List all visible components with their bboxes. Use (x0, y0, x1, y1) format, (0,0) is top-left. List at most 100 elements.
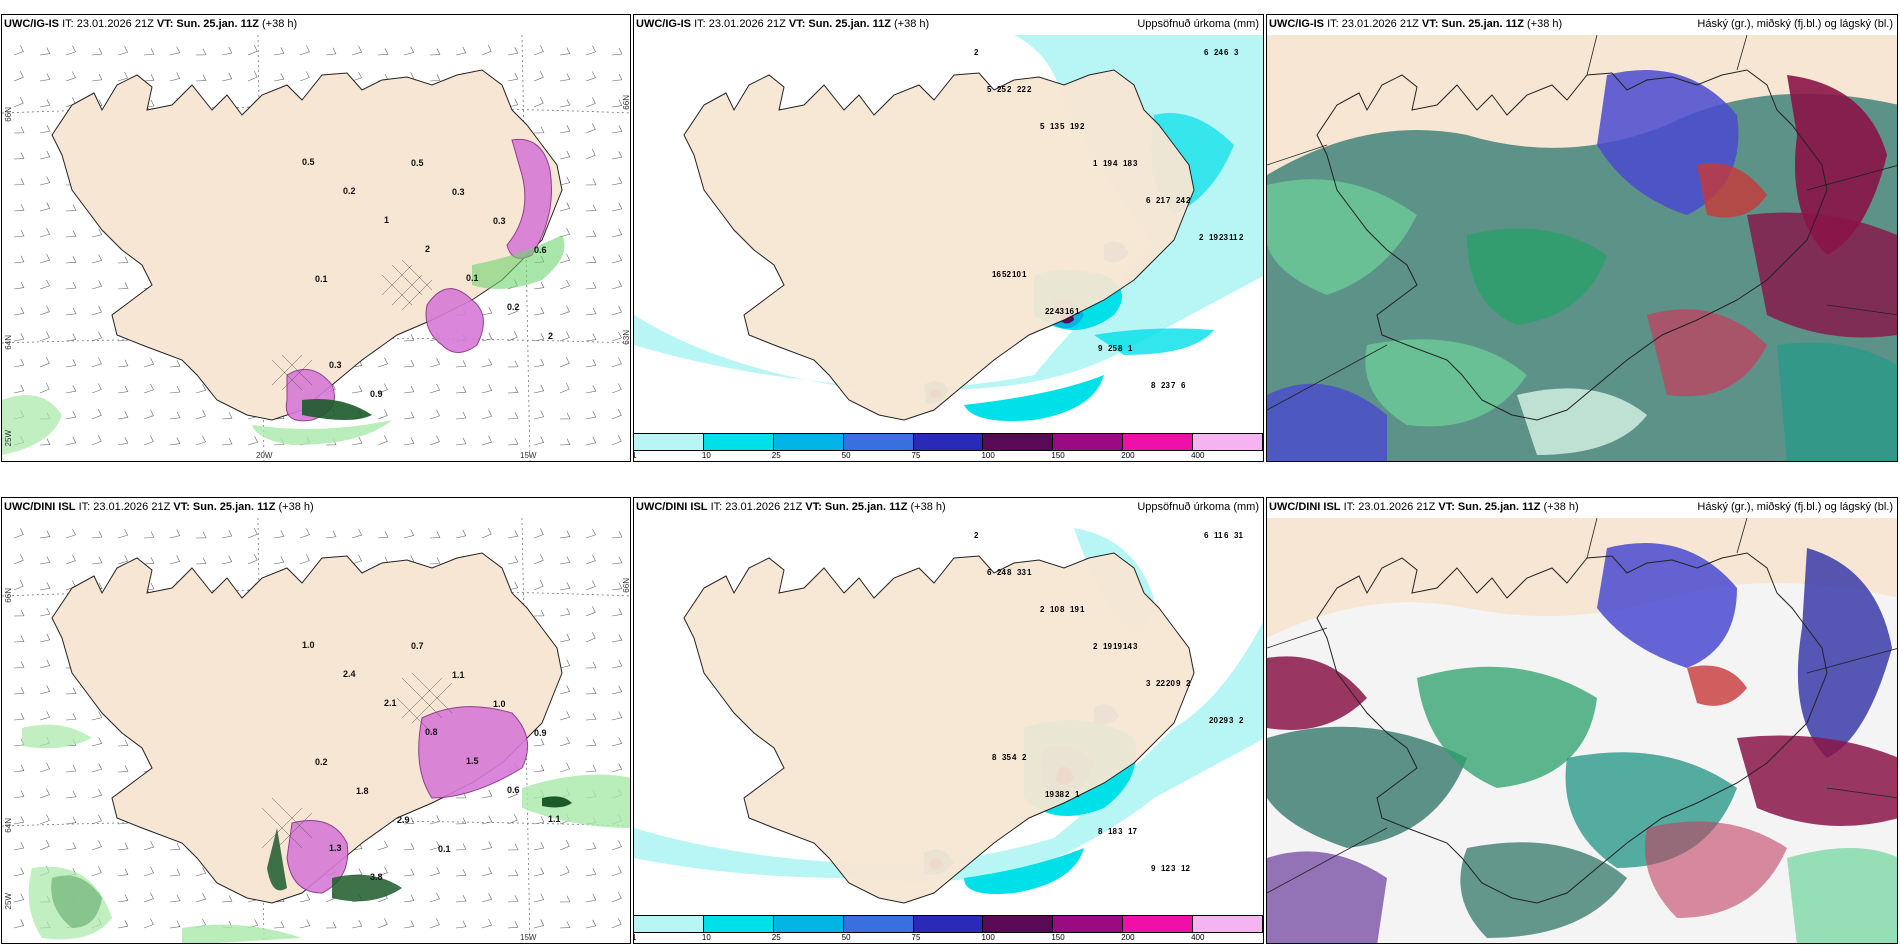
wind-barb (559, 895, 571, 903)
wind-barb (559, 438, 571, 446)
wind-barb (195, 435, 206, 446)
wind-barb (481, 384, 493, 394)
wind-barb (611, 99, 623, 108)
wind-barb (585, 739, 597, 747)
wind-barb (533, 528, 544, 539)
wind-barb (273, 47, 285, 56)
wind-barb (13, 841, 25, 851)
precip-label: 3 (1234, 48, 1239, 57)
wind-barb (169, 894, 181, 903)
panel-right-title: Háský (gr.), miðský (fj.bl.) og lágský (… (1697, 18, 1893, 30)
wind-barb (585, 45, 596, 56)
wind-barb (195, 74, 207, 82)
wind-label: 0.8 (425, 727, 438, 737)
colorbar-tick-label: 150 (1051, 451, 1065, 460)
wind-barb (507, 788, 518, 799)
wind-barb (403, 868, 415, 877)
wind-barb (221, 412, 233, 420)
wind-barb (39, 814, 50, 825)
colorbar-swatch (773, 434, 844, 450)
wind-barb (221, 555, 233, 565)
wind-barb (585, 71, 596, 82)
wind-barb (325, 530, 337, 539)
colorbar-tick-label: 200 (1121, 451, 1135, 460)
colorbar-swatch (1193, 434, 1263, 450)
wind-barb (351, 436, 363, 446)
wind-barb (611, 305, 622, 316)
wind-barb (481, 306, 493, 316)
wind-barb (13, 281, 25, 290)
wind-barb (507, 555, 519, 565)
wind-value-labels: 1.0 2.4 2.1 0.8 1.5 0.6 1.1 1.3 3.8 0.7 1.1 1.0 0.9 0… (302, 640, 561, 882)
wind-value-labels: 0.5 0.2 1 2 0.1 0.2 2 0.3 0.9 0.5 0.3 0.3 0.6 0.1 (302, 157, 553, 399)
precip-label: 2 (1022, 753, 1027, 762)
precip-label: 7 (1171, 381, 1176, 390)
precip-label: 1 (1080, 605, 1085, 614)
wind-barb (377, 357, 388, 368)
wind-barb (533, 410, 545, 420)
wind-barb (39, 228, 51, 238)
colorbar-tick-label: 25 (771, 451, 781, 460)
precip-label: 13 (1050, 122, 1059, 131)
wind-barb (507, 305, 518, 316)
wind-barb (611, 280, 623, 290)
precip-label: 19 (1103, 159, 1112, 168)
axis-label-lat66: 66N (4, 107, 13, 122)
precip-value-labels: 2223221116322191824111016876254723524325… (974, 48, 1244, 390)
precip-label: 23 (1161, 381, 1170, 390)
colorbar-swatch (703, 434, 774, 450)
wind-barb (585, 256, 597, 264)
wind-barb (169, 437, 181, 446)
wind-barb (13, 816, 25, 825)
precip-label: 25 (997, 85, 1006, 94)
precip-label: 11 (1214, 531, 1223, 540)
colorbar-tick-label: 10 (701, 451, 711, 460)
wind-barb (455, 386, 467, 394)
colorbar-swatch (634, 434, 704, 450)
wind-barb (429, 918, 440, 929)
precip-label: 8 (1151, 381, 1156, 390)
wind-barb (585, 436, 597, 446)
wind-barb (585, 178, 597, 186)
wind-barb (611, 176, 623, 186)
wind-barb (403, 385, 415, 394)
precip-label: 6 (1224, 531, 1229, 540)
wind-label: 0.5 (411, 158, 424, 168)
precip-label: 4 (1012, 753, 1017, 762)
wind-barb (13, 919, 25, 929)
wind-label: 0.3 (329, 360, 342, 370)
wind-label: 0.3 (452, 187, 465, 197)
wind-barb (65, 333, 77, 342)
wind-label: 0.2 (315, 757, 328, 767)
colorbar-tick-label: 100 (981, 933, 995, 942)
wind-barb (559, 556, 571, 565)
wind-barb (65, 687, 77, 695)
wind-barb (13, 790, 25, 799)
axis-label-lon20: 20W (256, 451, 273, 460)
precip-label: 9 (1098, 344, 1103, 353)
wind-barb (65, 204, 77, 212)
wind-barb (169, 72, 181, 82)
wind-barb (39, 73, 51, 82)
wind-barb (117, 739, 129, 747)
wind-barb (533, 919, 545, 929)
wind-barb (559, 711, 571, 721)
precip-label: 2 (1007, 85, 1012, 94)
wind-barb (117, 71, 128, 82)
colorbar-tick-label: 400 (1191, 451, 1205, 460)
axis-label-lat63-right: 63N (622, 330, 631, 345)
wind-barb (351, 554, 362, 565)
wind-barb (611, 892, 622, 903)
precip-label: 6 (1224, 48, 1229, 57)
colorbar-ticks: 1 10 25 50 75 100 150 200 400 (634, 933, 1263, 943)
colorbar-tick-label: 10 (701, 933, 711, 942)
wind-barb (117, 529, 129, 539)
wind-barb (481, 435, 492, 446)
wind-barb (533, 358, 545, 368)
wind-barb (13, 661, 25, 669)
colorbar-tick-label: 150 (1051, 933, 1065, 942)
wind-barb (273, 73, 285, 82)
wind-barb (247, 436, 259, 446)
axis-label-lat64: 64N (4, 818, 13, 833)
wind-barb (611, 634, 623, 643)
